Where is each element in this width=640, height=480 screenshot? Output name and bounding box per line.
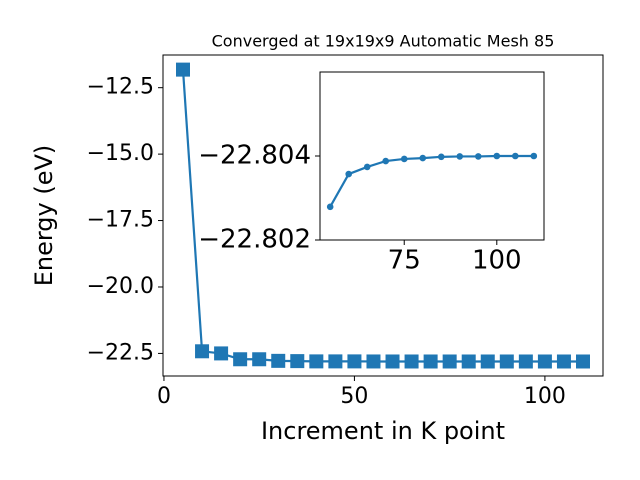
marker	[252, 352, 267, 367]
x-tick-label: 0	[157, 384, 171, 409]
x-tick-label: 100	[472, 246, 522, 276]
marker	[382, 157, 390, 165]
chart-title: Converged at 19x19x9 Automatic Mesh 85	[212, 32, 555, 51]
marker	[404, 354, 419, 369]
marker	[518, 354, 533, 369]
marker	[576, 354, 590, 369]
x-tick-label: 100	[524, 384, 566, 409]
y-tick-label: −17.5	[87, 208, 154, 233]
marker	[176, 62, 190, 77]
marker	[309, 354, 324, 369]
y-axis-label: Energy (eV)	[30, 145, 58, 287]
marker	[537, 354, 552, 369]
marker	[326, 203, 334, 211]
marker	[423, 354, 438, 369]
marker	[345, 170, 352, 178]
y-tick-label: −15.0	[87, 141, 154, 166]
marker	[437, 153, 445, 161]
y-tick-label: −20.0	[87, 274, 154, 299]
marker	[385, 354, 400, 369]
marker	[328, 354, 343, 369]
marker	[271, 353, 286, 368]
y-tick-label: −22.5	[87, 340, 154, 365]
x-tick-label: 50	[340, 384, 368, 409]
marker	[419, 154, 427, 162]
marker	[493, 152, 501, 160]
marker	[442, 354, 457, 369]
marker	[195, 344, 210, 359]
marker	[461, 354, 476, 369]
marker	[456, 153, 464, 160]
marker	[347, 354, 362, 369]
marker	[214, 346, 229, 361]
y-tick-label: −12.5	[87, 75, 154, 100]
marker	[363, 163, 371, 171]
marker	[530, 152, 538, 160]
y-tick-label: −22.802	[198, 225, 311, 255]
marker	[366, 354, 381, 369]
marker	[480, 354, 495, 369]
x-axis-label: Increment in K point	[261, 417, 505, 445]
marker	[400, 155, 408, 163]
marker	[290, 354, 305, 369]
marker	[556, 354, 571, 369]
marker	[499, 354, 514, 369]
marker	[233, 352, 248, 367]
x-tick-label: 75	[388, 246, 421, 276]
y-tick-label: −22.804	[198, 141, 311, 171]
series-line	[181, 69, 583, 363]
marker	[474, 153, 482, 160]
marker	[512, 152, 519, 160]
